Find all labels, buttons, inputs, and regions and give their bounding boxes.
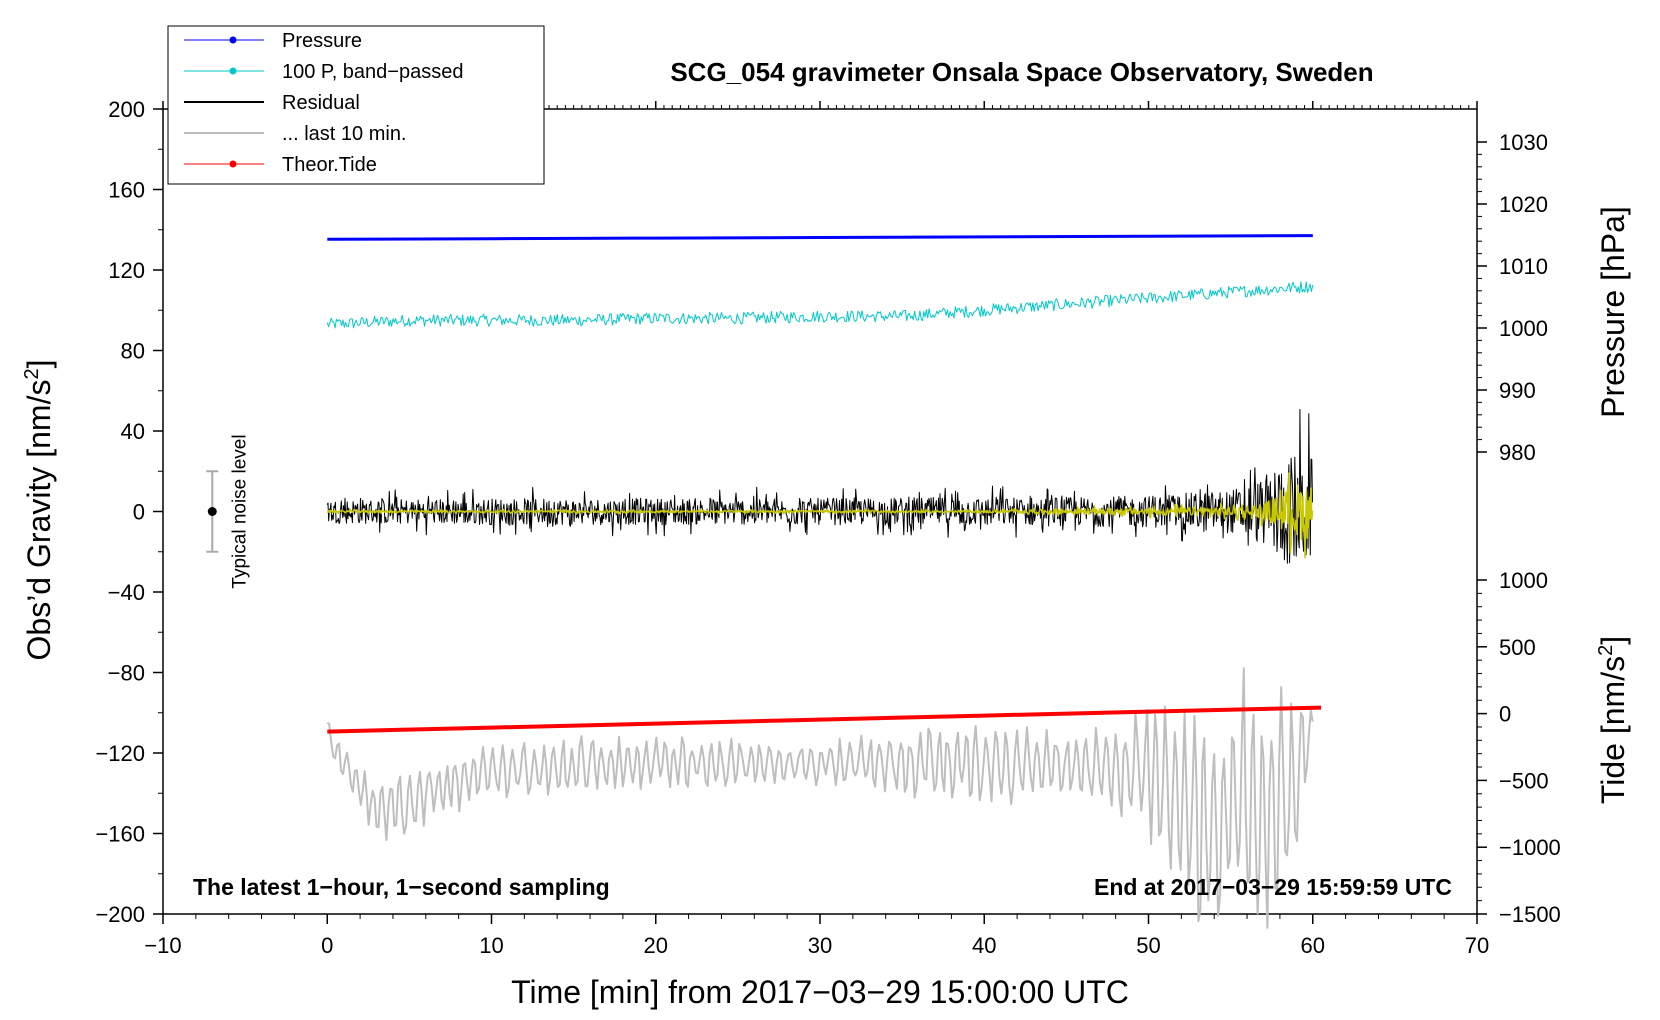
legend-marker xyxy=(229,36,237,44)
annotation-right: End at 2017−03−29 15:59:59 UTC xyxy=(1094,874,1452,900)
legend-label: Pressure xyxy=(282,30,362,52)
series-last-10-min xyxy=(326,667,1314,929)
annotation-left: The latest 1−hour, 1−second sampling xyxy=(193,874,610,900)
x-tick-label: 10 xyxy=(479,933,503,958)
x-tick-label: 60 xyxy=(1301,933,1325,958)
pressure-tick-label: 1030 xyxy=(1499,130,1548,155)
x-tick-label: 0 xyxy=(321,933,333,958)
legend-label: Theor.Tide xyxy=(282,154,377,176)
y-tick-label: 0 xyxy=(133,500,145,525)
y-tick-label: 80 xyxy=(121,339,145,364)
tide-tick-label: 500 xyxy=(1499,635,1536,660)
noise-level-indicator: Typical noise level xyxy=(206,434,250,589)
tide-tick-label: −1500 xyxy=(1499,902,1561,927)
legend: Pressure 100 P, band−passed Residual ... la… xyxy=(167,25,545,185)
series-layer xyxy=(326,234,1322,929)
series-residual-low-passed xyxy=(326,472,1314,559)
tide-axis-label: Tide [nm/s2] xyxy=(1595,636,1631,804)
x-tick-label: 40 xyxy=(972,933,996,958)
x-tick-label: −10 xyxy=(144,933,181,958)
tide-axis-label-end: ] xyxy=(1595,636,1631,645)
x-tick-label: 20 xyxy=(644,933,668,958)
tick-layer: −10 0 10 20 30 40 50 60 70−200−160−120−80−400408… xyxy=(95,97,1560,958)
y-tick-label: −120 xyxy=(95,741,145,766)
y-tick-label: −80 xyxy=(108,661,145,686)
legend-items: Pressure 100 P, band−passed Residual ... la… xyxy=(184,30,463,176)
legend-label: Residual xyxy=(282,92,360,114)
series-residual xyxy=(326,409,1313,564)
y-tick-label: −200 xyxy=(95,902,145,927)
y-tick-label: −40 xyxy=(108,580,145,605)
tide-tick-label: −500 xyxy=(1499,768,1549,793)
y-tick-label: 120 xyxy=(108,258,145,283)
noise-center-dot xyxy=(207,507,217,516)
series-100-p-band-passed xyxy=(326,281,1314,329)
tide-tick-label: 0 xyxy=(1499,702,1511,727)
y-tick-label: 160 xyxy=(108,178,145,203)
legend-box xyxy=(167,25,545,185)
legend-marker xyxy=(229,160,237,168)
y-axis-label-end: ] xyxy=(21,360,57,369)
chart-title: SCG_054 gravimeter Onsala Space Observat… xyxy=(670,57,1373,87)
y-axis-label: Obs’d Gravity [nm/s2] xyxy=(21,360,57,661)
tide-tick-label: −1000 xyxy=(1499,835,1561,860)
pressure-tick-label: 1010 xyxy=(1499,254,1548,279)
y-axis-label-sup: 2 xyxy=(21,368,43,379)
x-tick-label: 70 xyxy=(1465,933,1489,958)
x-tick-label: 30 xyxy=(808,933,832,958)
legend-label: 100 P, band−passed xyxy=(282,61,463,83)
x-axis-label: Time [min] from 2017−03−29 15:00:00 UTC xyxy=(511,974,1129,1010)
legend-marker xyxy=(229,67,237,75)
y-tick-label: 200 xyxy=(108,97,145,122)
series-theor-tide xyxy=(327,705,1322,734)
pressure-tick-label: 990 xyxy=(1499,378,1536,403)
y-tick-label: −160 xyxy=(95,822,145,847)
tide-axis-label-base: Tide [nm/s xyxy=(1595,656,1631,804)
pressure-axis-label: Pressure [hPa] xyxy=(1595,206,1631,418)
pressure-tick-label: 1000 xyxy=(1499,316,1548,341)
x-tick-label: 50 xyxy=(1136,933,1160,958)
tide-tick-label: 1000 xyxy=(1499,568,1548,593)
y-axis-label-base: Obs’d Gravity [nm/s xyxy=(21,380,57,661)
pressure-tick-label: 980 xyxy=(1499,440,1536,465)
y-tick-label: 40 xyxy=(121,419,145,444)
legend-label: ... last 10 min. xyxy=(282,123,407,145)
tide-axis-label-sup: 2 xyxy=(1595,645,1617,656)
series-pressure xyxy=(327,234,1313,241)
pressure-tick-label: 1020 xyxy=(1499,192,1548,217)
noise-label: Typical noise level xyxy=(229,434,250,588)
